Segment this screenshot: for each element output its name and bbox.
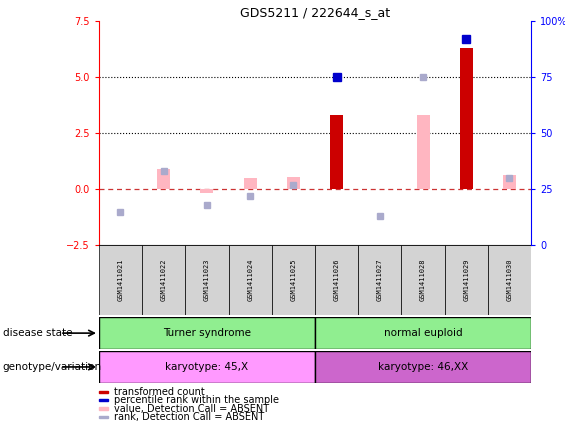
Bar <box>99 351 315 383</box>
Bar <box>99 391 108 393</box>
Bar <box>416 115 429 190</box>
Text: karyotype: 45,X: karyotype: 45,X <box>166 362 249 372</box>
Bar <box>315 351 531 383</box>
Bar <box>315 317 531 349</box>
Bar <box>460 48 473 190</box>
Text: rank, Detection Call = ABSENT: rank, Detection Call = ABSENT <box>114 412 264 422</box>
Text: GSM1411026: GSM1411026 <box>333 259 340 302</box>
Text: value, Detection Call = ABSENT: value, Detection Call = ABSENT <box>114 404 269 414</box>
Text: GSM1411025: GSM1411025 <box>290 259 297 302</box>
Bar <box>99 245 142 315</box>
Text: GSM1411027: GSM1411027 <box>377 259 383 302</box>
Text: GSM1411023: GSM1411023 <box>204 259 210 302</box>
Bar <box>445 245 488 315</box>
Bar <box>142 245 185 315</box>
Text: GSM1411021: GSM1411021 <box>118 259 124 302</box>
Bar <box>157 169 170 190</box>
Bar <box>99 416 108 418</box>
Text: GSM1411030: GSM1411030 <box>506 259 512 302</box>
Text: Turner syndrome: Turner syndrome <box>163 328 251 338</box>
Bar <box>358 245 402 315</box>
Text: percentile rank within the sample: percentile rank within the sample <box>114 395 279 405</box>
Bar <box>99 399 108 401</box>
Text: karyotype: 46,XX: karyotype: 46,XX <box>378 362 468 372</box>
Bar <box>287 177 300 190</box>
Bar <box>503 175 516 190</box>
Bar <box>201 190 214 192</box>
Text: transformed count: transformed count <box>114 387 205 397</box>
Text: GSM1411024: GSM1411024 <box>247 259 253 302</box>
Bar <box>488 245 531 315</box>
Bar <box>99 407 108 409</box>
Text: GSM1411029: GSM1411029 <box>463 259 470 302</box>
Bar <box>228 245 272 315</box>
Bar <box>330 115 343 190</box>
Bar <box>401 245 445 315</box>
Text: GSM1411022: GSM1411022 <box>160 259 167 302</box>
Bar <box>185 245 228 315</box>
Title: GDS5211 / 222644_s_at: GDS5211 / 222644_s_at <box>240 5 390 19</box>
Text: disease state: disease state <box>3 328 72 338</box>
Text: normal euploid: normal euploid <box>384 328 462 338</box>
Bar <box>244 178 257 190</box>
Text: genotype/variation: genotype/variation <box>3 362 102 372</box>
Text: GSM1411028: GSM1411028 <box>420 259 426 302</box>
Bar <box>99 317 315 349</box>
Bar <box>315 245 358 315</box>
Bar <box>272 245 315 315</box>
